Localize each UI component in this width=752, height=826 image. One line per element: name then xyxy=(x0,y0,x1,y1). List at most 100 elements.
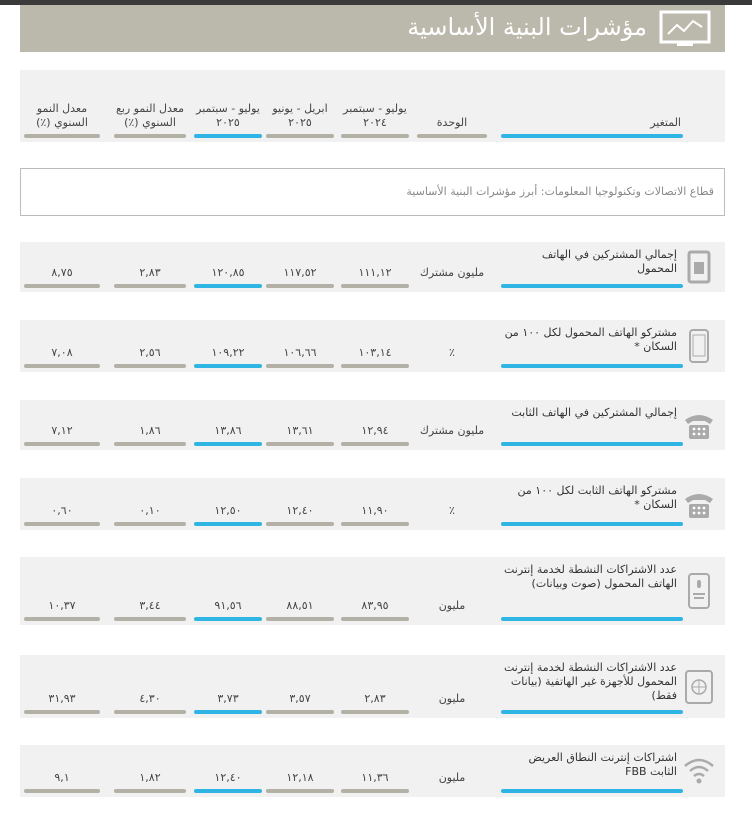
value-cell: ٨٣,٩٥ xyxy=(361,599,389,612)
cell-underline xyxy=(114,789,186,793)
cell-underline xyxy=(114,522,186,526)
value-cell: ٢,٥٦ xyxy=(139,346,161,359)
header: مؤشرات البنية الأساسية xyxy=(20,5,725,52)
variable-label: مشتركو الهاتف الثابت لكل ١٠٠ من السكان * xyxy=(517,484,677,511)
cell-underline xyxy=(194,284,262,288)
variable-label: اشتراكات إنترنت النطاق العريض الثابت FBB xyxy=(528,751,677,778)
unit-label: ٪ xyxy=(449,504,455,517)
value-cell: ١٢٠,٨٥ xyxy=(211,266,245,279)
value-cell: ١٠٣,١٤ xyxy=(358,346,392,359)
cell-underline xyxy=(24,710,100,714)
column-label: المتغير xyxy=(650,116,681,129)
cell-underline xyxy=(341,789,409,793)
variable-label: إجمالي المشتركين في الهاتف الثابت xyxy=(511,406,677,419)
table-row: مشتركو الهاتف المحمول لكل ١٠٠ من السكان … xyxy=(20,320,725,372)
column-label: ابريل - يونيو ٢٠٢٥ xyxy=(272,102,328,129)
cell-underline xyxy=(114,284,186,288)
column-label: معدل النمو السنوي (٪) xyxy=(36,102,88,129)
value-cell: ٠,٦٠ xyxy=(51,504,73,517)
value-cell: ٧,١٢ xyxy=(51,424,73,437)
value-cell: ١,٨٢ xyxy=(139,771,161,784)
cell-underline xyxy=(194,442,262,446)
column-label: يوليو - سبتمبر ٢٠٢٥ xyxy=(196,102,260,129)
cell-underline xyxy=(114,617,186,621)
table-row: اشتراكات إنترنت النطاق العريض الثابت FBB… xyxy=(20,745,725,797)
cell-underline xyxy=(24,522,100,526)
unit-label: مليون xyxy=(438,692,466,705)
cell-underline xyxy=(341,710,409,714)
value-cell: ١٢,٩٤ xyxy=(361,424,389,437)
cell-underline xyxy=(266,364,334,368)
unit-label: مليون xyxy=(438,771,466,784)
cell-underline xyxy=(501,522,683,526)
cell-underline xyxy=(24,364,100,368)
value-cell: ١٢,٥٠ xyxy=(214,504,242,517)
cell-underline xyxy=(501,442,683,446)
cell-underline xyxy=(341,364,409,368)
value-cell: ١٠٩,٢٢ xyxy=(211,346,245,359)
cell-underline xyxy=(114,710,186,714)
row-icon xyxy=(689,329,709,363)
cell-underline xyxy=(501,710,683,714)
column-label: معدل النمو ربع السنوي (٪) xyxy=(116,102,184,129)
unit-label: مليون مشترك xyxy=(419,424,485,437)
unit-label: ٪ xyxy=(449,346,455,359)
value-cell: ١٢,١٨ xyxy=(286,771,314,784)
row-icon xyxy=(684,758,714,784)
column-underline xyxy=(501,134,683,138)
unit-label: مليون مشترك xyxy=(419,266,485,279)
value-cell: ١٢,٤٠ xyxy=(214,771,242,784)
cell-underline xyxy=(501,617,683,621)
cell-underline xyxy=(194,789,262,793)
cell-underline xyxy=(194,617,262,621)
value-cell: ٩,١ xyxy=(54,771,70,784)
variable-label: عدد الاشتراكات النشطة لخدمة إنترنت الهات… xyxy=(503,563,677,590)
value-cell: ١,٨٦ xyxy=(139,424,161,437)
column-underline xyxy=(24,134,100,138)
cell-underline xyxy=(24,789,100,793)
cell-underline xyxy=(341,617,409,621)
value-cell: ٣,٧٣ xyxy=(217,692,239,705)
cell-underline xyxy=(24,617,100,621)
column-underline xyxy=(194,134,262,138)
column-underline xyxy=(114,134,186,138)
row-icon xyxy=(685,415,713,439)
variable-label: عدد الاشتراكات النشطة لخدمة إنترنت المحم… xyxy=(503,661,677,702)
value-cell: ١٣,٦١ xyxy=(286,424,314,437)
value-cell: ١٠٦,٦٦ xyxy=(283,346,317,359)
value-cell: ٧,٠٨ xyxy=(51,346,73,359)
value-cell: ٣١,٩٣ xyxy=(48,692,76,705)
value-cell: ٣,٥٧ xyxy=(289,692,311,705)
cell-underline xyxy=(266,617,334,621)
header-icon xyxy=(659,10,711,46)
top-bar xyxy=(0,0,752,5)
value-cell: ٢,٨٣ xyxy=(139,266,161,279)
value-cell: ١٠,٣٧ xyxy=(48,599,76,612)
table-row: إجمالي المشتركين في الهاتف الثابت مليون م… xyxy=(20,400,725,450)
cell-underline xyxy=(266,522,334,526)
value-cell: ٩١,٥٦ xyxy=(214,599,242,612)
value-cell: ٣,٤٤ xyxy=(139,599,161,612)
value-cell: ٨,٧٥ xyxy=(51,266,73,279)
value-cell: ١١,٩٠ xyxy=(361,504,389,517)
cell-underline xyxy=(114,442,186,446)
cell-underline xyxy=(266,284,334,288)
value-cell: ١٢,٤٠ xyxy=(286,504,314,517)
row-icon xyxy=(687,250,711,284)
column-label: الوحدة xyxy=(436,116,468,129)
cell-underline xyxy=(266,789,334,793)
row-icon xyxy=(688,573,710,609)
table-row: عدد الاشتراكات النشطة لخدمة إنترنت الهات… xyxy=(20,557,725,625)
cell-underline xyxy=(24,284,100,288)
value-cell: ٨٨,٥١ xyxy=(286,599,314,612)
value-cell: ١١٧,٥٢ xyxy=(283,266,317,279)
table-row: مشتركو الهاتف الثابت لكل ١٠٠ من السكان *… xyxy=(20,478,725,530)
cell-underline xyxy=(194,364,262,368)
value-cell: ٢,٨٣ xyxy=(364,692,386,705)
cell-underline xyxy=(501,364,683,368)
cell-underline xyxy=(114,364,186,368)
header-title: مؤشرات البنية الأساسية xyxy=(407,13,647,41)
value-cell: ٠,١٠ xyxy=(139,504,161,517)
cell-underline xyxy=(266,442,334,446)
